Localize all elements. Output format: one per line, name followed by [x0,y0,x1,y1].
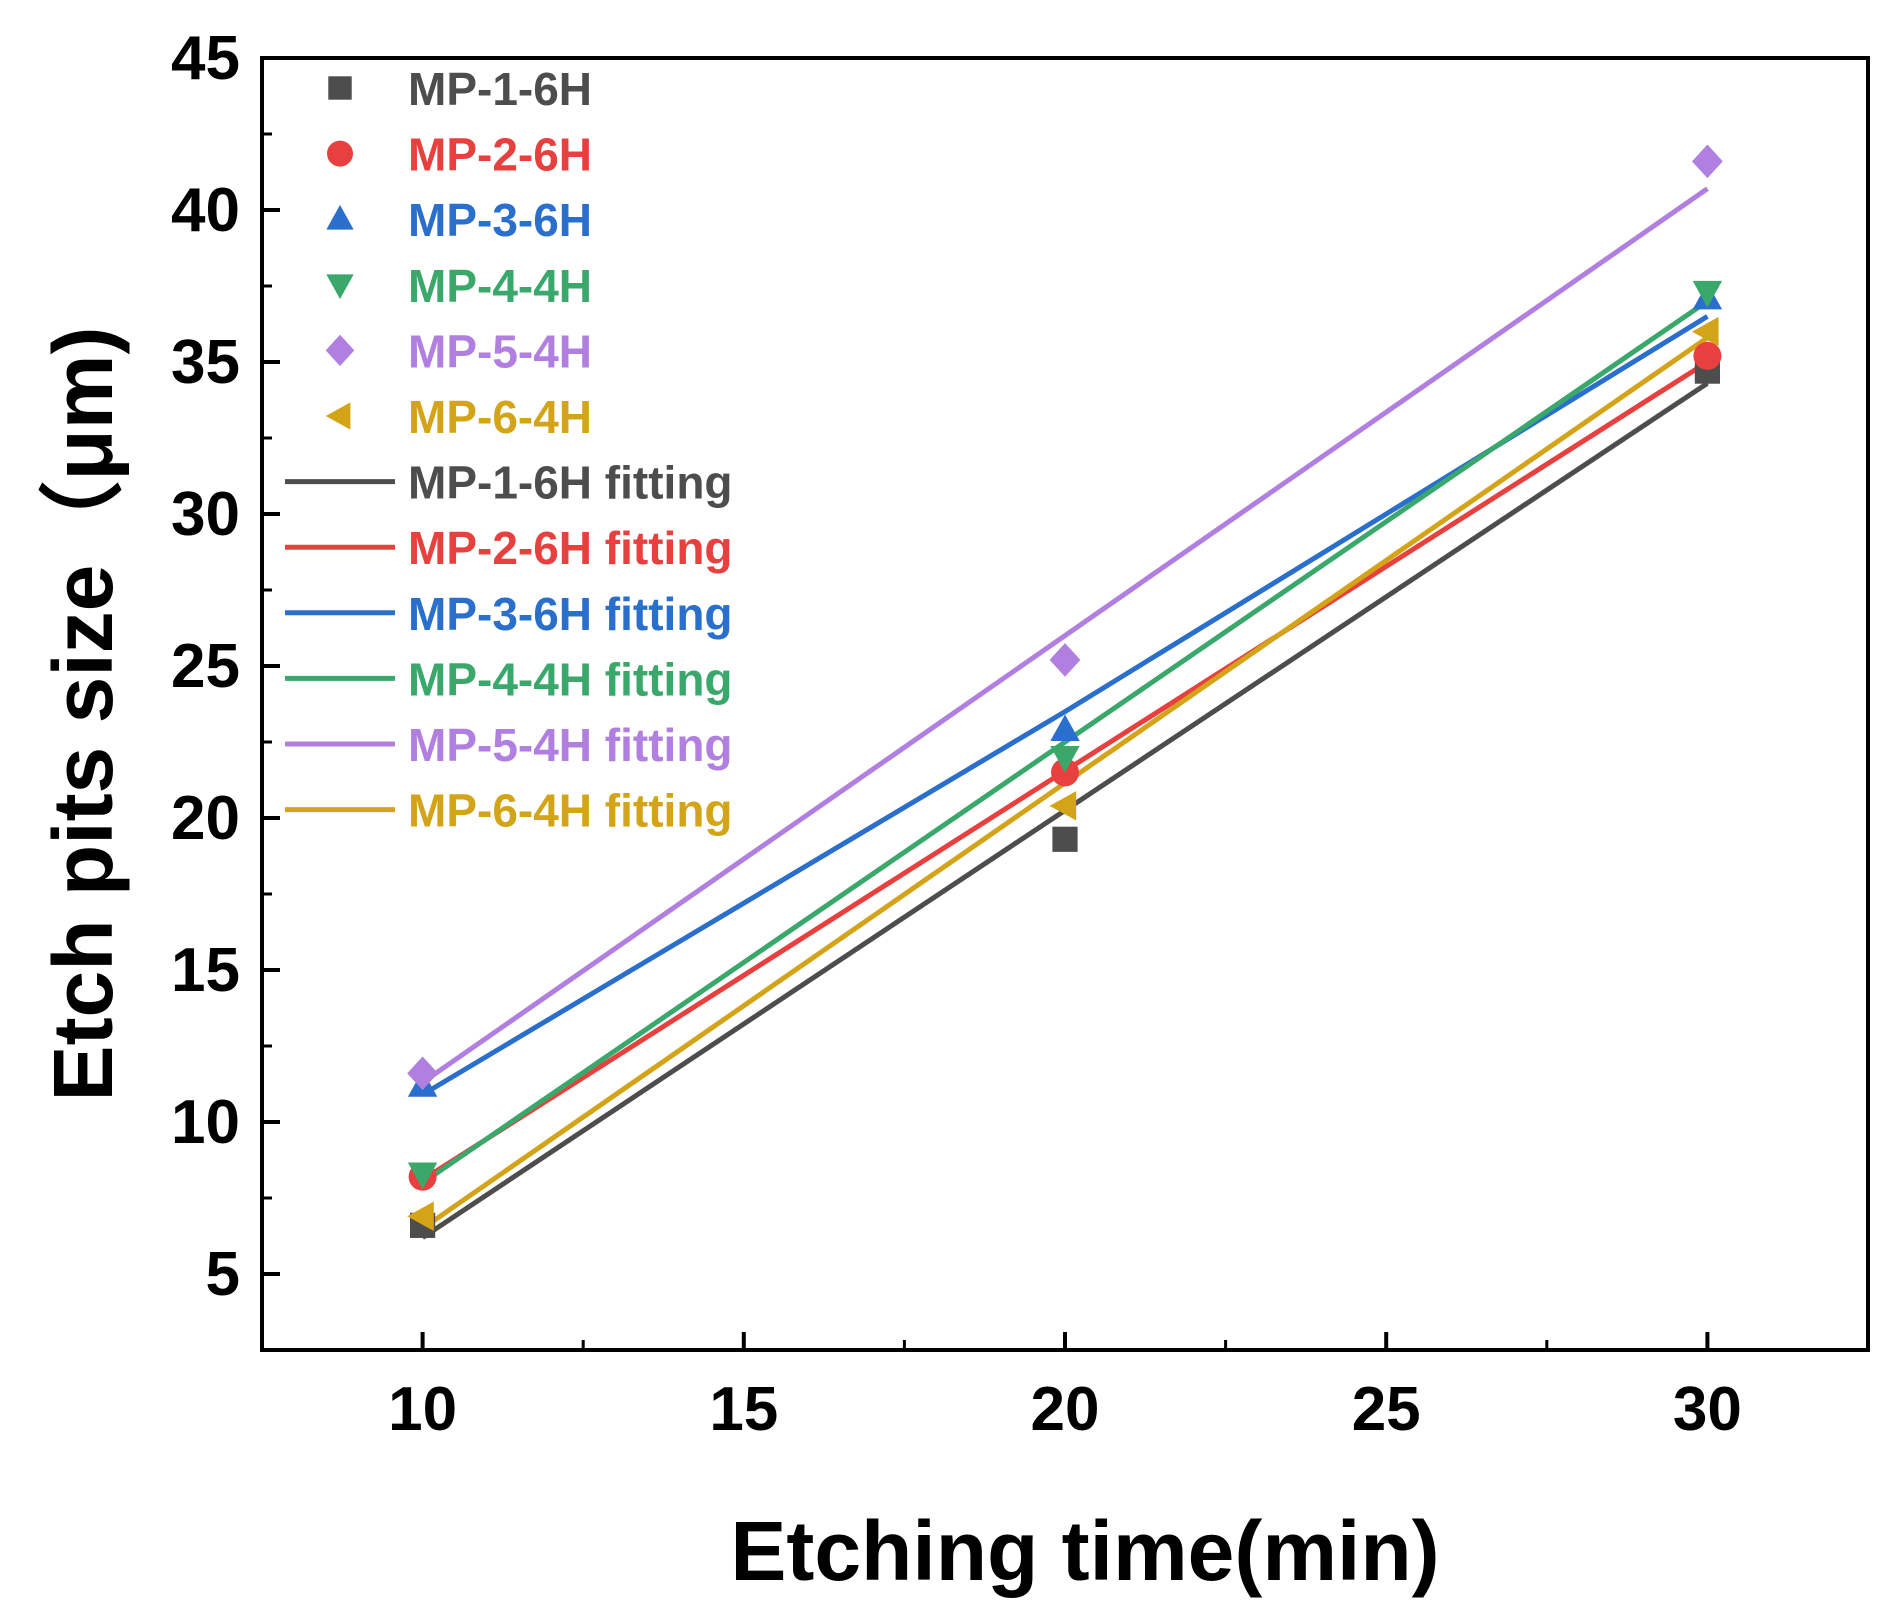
mp-6-4h-point [1692,316,1719,347]
y-tick-label: 45 [171,24,240,93]
legend-marker-mp-3-6h [326,204,354,230]
legend-label: MP-4-4H [408,260,592,312]
y-tick-label: 35 [171,328,240,397]
legend-marker-mp-4-4h [326,274,354,300]
legend-label: MP-4-4H fitting [408,653,733,705]
legend-marker-mp-2-6h [327,140,353,167]
x-tick-label: 30 [1673,1375,1742,1444]
x-axis-title: Etching time(min) [730,1504,1439,1598]
mp-4-4h-fitting-line [421,299,1709,1185]
legend-marker-mp-1-6h [328,76,352,100]
y-axis-title: Etch pits size（μm) [36,327,130,1102]
legend-label: MP-1-6H [408,63,592,115]
x-axis: 10 15 20 25 30 [388,1332,1742,1444]
legend-label: MP-5-4H [408,325,592,377]
y-tick-label: 20 [171,784,240,853]
x-tick-label: 20 [1031,1375,1100,1444]
mp-6-4h-point [407,1201,434,1231]
mp-2-6h-point [1693,341,1722,370]
mp-5-4h-fitting-line [421,186,1709,1085]
y-axis: 5 10 15 20 25 30 35 40 45 [171,24,280,1309]
legend-label: MP-3-6H [408,194,592,246]
legend-label: MP-6-4H [408,391,592,443]
y-tick-label: 10 [171,1088,240,1157]
mp-4-4h-point [1050,746,1080,773]
x-tick-label: 15 [709,1375,778,1444]
mp-6-4h-point [1049,791,1077,821]
mp-4-4h-point [407,1162,438,1190]
mp-3-6h-point [1050,714,1080,742]
legend-marker-mp-6-4h [325,402,351,430]
mp-4-4h-point [1692,280,1723,308]
legend-label: MP-2-6H [408,129,592,181]
data-points [407,144,1723,1238]
legend-label: MP-3-6H fitting [408,588,733,640]
x-tick-label: 10 [388,1375,457,1444]
mp-5-4h-point [407,1056,438,1091]
y-tick-label: 15 [171,936,240,1005]
legend-label: MP-5-4H fitting [408,719,733,771]
legend-marker-mp-5-4h [325,334,355,366]
legend-label: MP-2-6H fitting [408,522,733,574]
mp-5-4h-point [1049,643,1081,677]
fit-lines [421,186,1709,1240]
y-tick-label: 40 [171,176,240,245]
y-tick-label: 5 [206,1240,240,1309]
legend-label: MP-1-6H fitting [408,457,733,509]
legend: MP-1-6H MP-2-6H MP-3-6H MP-4-4H MP-5-4H MP-6-… [285,63,733,837]
y-tick-label: 25 [171,632,240,701]
y-tick-label: 30 [171,480,240,549]
x-tick-label: 25 [1352,1375,1421,1444]
mp-1-6h-point [1052,826,1078,852]
mp-5-4h-point [1692,144,1723,179]
legend-label: MP-6-4H fitting [408,785,733,837]
